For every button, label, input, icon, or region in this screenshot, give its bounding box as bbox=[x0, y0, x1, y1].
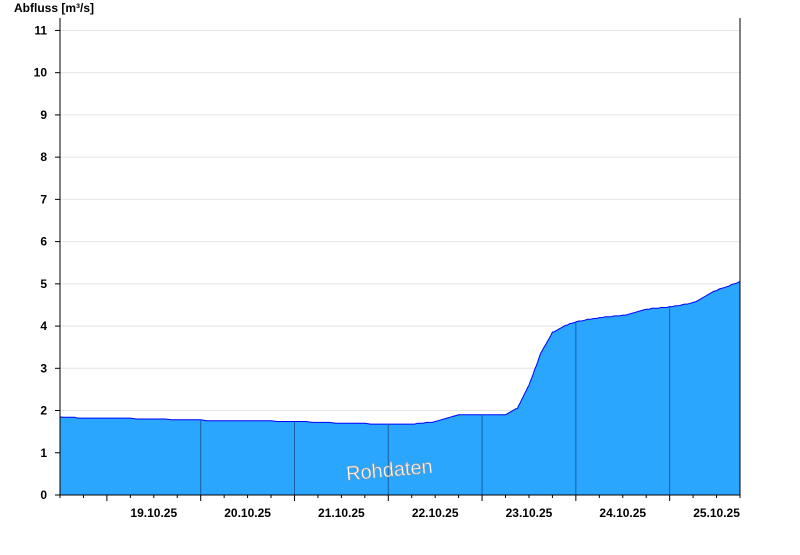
y-tick-label: 8 bbox=[40, 150, 47, 164]
x-tick-label: 20.10.25 bbox=[224, 506, 271, 520]
y-tick-label: 3 bbox=[40, 361, 47, 375]
area-layer bbox=[59, 280, 741, 495]
y-tick-label: 2 bbox=[40, 404, 47, 418]
y-tick-label: 7 bbox=[40, 192, 47, 206]
discharge-area bbox=[60, 281, 740, 495]
x-tick-label: 23.10.25 bbox=[506, 506, 553, 520]
x-tick-label: 22.10.25 bbox=[412, 506, 459, 520]
x-tick-label: 25.10.25 bbox=[693, 506, 740, 520]
x-tick-label: 24.10.25 bbox=[599, 506, 646, 520]
y-tick-label: 10 bbox=[34, 66, 48, 80]
axis-layer: 0 1 2 3 4 5 6 7 8 9 10 11 19.10.25 20.10.25 21.10.25 22… bbox=[34, 18, 741, 520]
y-tick-label: 1 bbox=[40, 446, 47, 460]
discharge-line bbox=[59, 280, 741, 425]
y-axis-label: Abfluss [m³/s] bbox=[14, 1, 95, 15]
y-tick-label: 9 bbox=[40, 108, 47, 122]
y-tick-label: 6 bbox=[40, 235, 47, 249]
y-tick-label: 0 bbox=[40, 488, 47, 502]
y-tick-label: 4 bbox=[40, 319, 47, 333]
x-tick-label: 21.10.25 bbox=[318, 506, 365, 520]
y-tick-label: 11 bbox=[34, 23, 47, 37]
y-tick-label: 5 bbox=[40, 277, 47, 291]
grid-layer bbox=[60, 29, 740, 454]
x-tick-label: 19.10.25 bbox=[130, 506, 177, 520]
